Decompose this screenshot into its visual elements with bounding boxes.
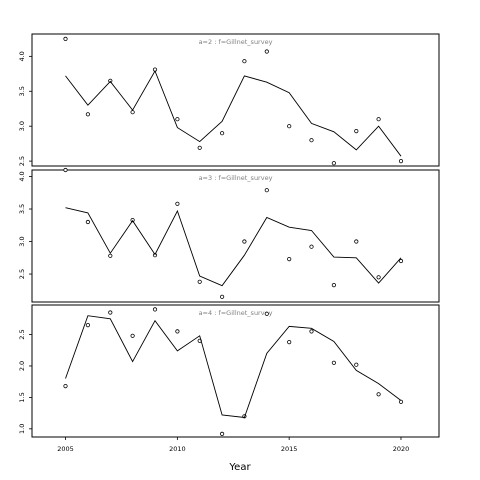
- observed-point: [354, 362, 359, 367]
- observed-point: [309, 329, 314, 334]
- y-tick-label: 4.0: [18, 51, 26, 61]
- y-tick-label: 2.5: [18, 329, 26, 339]
- panel-frame: [31, 33, 440, 167]
- panel-1: a=2 : f=Gillnet_survey 2.5 3.0 3.5 4.0: [18, 33, 440, 167]
- observed-point: [197, 145, 202, 150]
- observed-point: [197, 279, 202, 284]
- fitted-line: [65, 207, 402, 287]
- observed-point: [354, 129, 359, 134]
- y-tick-label: 3.0: [18, 121, 26, 131]
- y-tick-label: 2.5: [18, 156, 26, 166]
- observed-point: [376, 275, 381, 280]
- observed-point: [85, 219, 91, 225]
- observed-point: [85, 112, 91, 117]
- observed-point: [287, 124, 292, 129]
- fitted-line: [65, 69, 402, 157]
- x-tick-label: 2005: [57, 445, 74, 453]
- x-tick-label: 2020: [393, 445, 410, 453]
- observed-point: [242, 239, 247, 244]
- x-tick-label: 2015: [281, 445, 298, 453]
- y-tick-label: 2.5: [18, 269, 26, 279]
- panel-title: a=3 : f=Gillnet_survey: [199, 174, 273, 182]
- observed-point: [331, 282, 336, 288]
- observed-point: [220, 131, 225, 136]
- observed-point: [309, 244, 314, 249]
- observed-point: [331, 161, 336, 166]
- observed-point: [175, 201, 180, 206]
- observed-point: [63, 383, 68, 389]
- y-tick-label: 3.5: [18, 204, 26, 214]
- y-tick-label: 2.0: [18, 361, 26, 371]
- observed-point: [242, 59, 247, 64]
- observed-point: [130, 333, 135, 338]
- observed-point: [376, 117, 381, 122]
- observed-point: [175, 329, 180, 334]
- fitted-line: [65, 315, 402, 418]
- x-tick-label: 2010: [169, 445, 186, 453]
- observed-point: [264, 188, 269, 193]
- panel-frame: [31, 304, 440, 438]
- observed-point: [376, 392, 381, 397]
- observed-point: [354, 239, 359, 244]
- y-tick-label: 3.5: [18, 86, 26, 96]
- observed-point: [175, 117, 180, 122]
- observed-point: [130, 110, 135, 115]
- observed-point: [63, 36, 68, 42]
- observed-point: [287, 339, 292, 345]
- observed-point: [309, 138, 314, 143]
- observed-point: [85, 322, 91, 328]
- observed-point: [108, 310, 113, 315]
- observed-point: [220, 294, 225, 299]
- observed-point: [264, 49, 269, 54]
- observed-point: [287, 256, 292, 262]
- y-tick-label: 3.0: [18, 236, 26, 246]
- observed-point: [108, 253, 113, 258]
- panel-2: a=3 : f=Gillnet_survey 2.5 3.0 3.5 4.0: [18, 167, 440, 303]
- y-tick-label: 1.0: [18, 424, 26, 434]
- panel-title: a=4 : f=Gillnet_survey: [199, 309, 273, 317]
- y-tick-label: 1.5: [18, 392, 26, 402]
- panel-3: a=4 : f=Gillnet_survey 1.0 1.5 2.0 2.5: [18, 304, 440, 438]
- observed-point: [152, 307, 158, 312]
- observed-point: [398, 258, 404, 264]
- observed-point: [331, 360, 336, 365]
- panel-title: a=2 : f=Gillnet_survey: [199, 38, 273, 46]
- observed-point: [63, 167, 68, 173]
- observed-point: [264, 311, 269, 316]
- observed-point: [108, 78, 113, 83]
- observed-point: [220, 431, 225, 436]
- x-axis-label: Year: [228, 462, 251, 473]
- panel-frame: [31, 169, 440, 303]
- observed-point: [398, 399, 404, 404]
- y-tick-label: 4.0: [18, 171, 26, 181]
- observed-point: [398, 159, 404, 164]
